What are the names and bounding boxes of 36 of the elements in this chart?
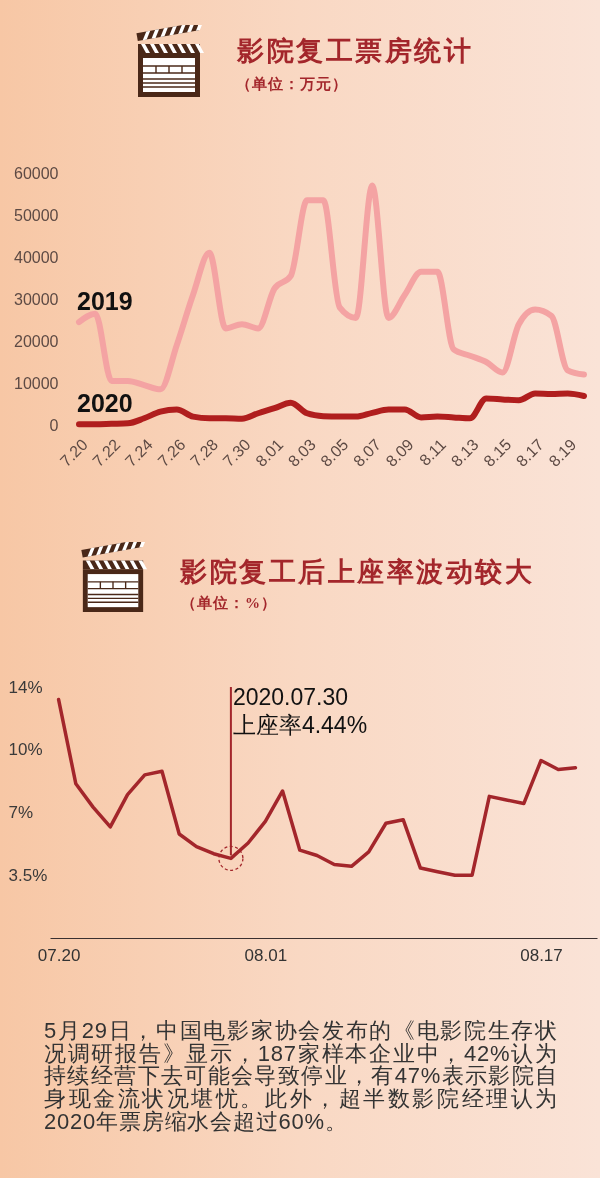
x-tick-label: 7.20	[56, 435, 91, 470]
x-tick-label: 08.01	[244, 945, 288, 965]
x-tick-label: 7.28	[187, 435, 222, 470]
series-label: 2019	[77, 287, 133, 316]
y-tick-label: 20000	[14, 332, 59, 350]
y-tick-label: 10000	[14, 374, 59, 392]
x-tick-label: 7.30	[219, 435, 254, 470]
x-tick-label: 8.13	[447, 435, 482, 470]
x-tick-label: 8.19	[545, 435, 580, 470]
x-tick-label: 7.24	[121, 435, 157, 470]
chart-subtitle: （单位：万元）	[236, 76, 348, 92]
x-tick-label: 07.20	[37, 945, 81, 965]
x-tick-label: 8.09	[382, 435, 417, 470]
text: 5月29日，中国电影家协会发布的《电影院生存状况调研报告》显示，187家样本企业中，42%认为持续经营下去可能会导致停业，有47%表示影院自身现金流状况堪忧。此外，超半数影院经理认为2020年票房缩水会超过60%。	[44, 1018, 558, 1134]
y-tick-label: 0	[49, 416, 59, 434]
y-tick-label: 3.5%	[8, 865, 48, 885]
y-tick-label: 30000	[14, 290, 59, 308]
y-tick-label: 50000	[14, 206, 59, 224]
y-tick-label: 40000	[14, 248, 59, 266]
y-tick-label: 7%	[8, 803, 34, 822]
y-tick-label: 60000	[14, 164, 59, 182]
x-tick-label: 7.26	[154, 435, 189, 470]
x-tick-label: 7.22	[89, 435, 124, 470]
annotation: 2020.07.30 上座率4.44%	[232, 684, 368, 738]
series-label: 2020	[77, 389, 133, 418]
chart-subtitle: （单位：%）	[181, 594, 277, 611]
chart-title: 影院复工票房统计	[237, 36, 473, 66]
x-tick-label: 8.03	[284, 435, 319, 470]
y-tick-label: 14%	[8, 677, 43, 697]
chart-title: 影院复工后上座率波动较大	[180, 556, 534, 587]
x-tick-label: 08.17	[520, 945, 563, 965]
x-tick-label: 8.01	[252, 435, 287, 470]
x-tick-label: 8.15	[480, 435, 515, 470]
x-tick-label: 8.11	[416, 435, 450, 469]
y-tick-label: 10%	[8, 740, 43, 760]
x-tick-label: 8.05	[317, 435, 352, 470]
